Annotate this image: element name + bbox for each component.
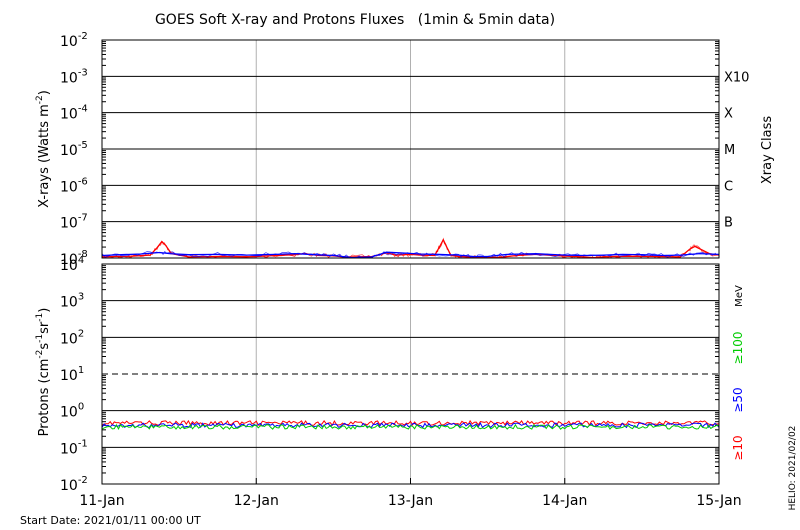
xray-grid: [102, 40, 719, 258]
xray-y-tick-label: 10-3: [60, 67, 88, 86]
proton-ylabel-part: Protons (cm: [37, 359, 52, 437]
xray-y-tick-label: 10-2: [60, 31, 88, 50]
proton-y-tick-label: 103: [60, 292, 84, 311]
xray-y-tick-label: 10-5: [60, 140, 88, 159]
proton-ylabel-part: s: [37, 343, 52, 350]
xray-y-tick-labels: 10-2 10-3 10-4 10-5 10-6 10-7 10-8: [60, 31, 88, 268]
proton-legend-50: ≥50: [731, 387, 745, 412]
xray-y-tick-label: 10-8: [60, 249, 88, 268]
start-date-label: Start Date: 2021/01/11 00:00 UT: [20, 514, 201, 527]
proton-y-tick-labels: 104 103 102 101 100 10-1 10-2: [60, 255, 88, 494]
proton-grid: [102, 264, 719, 484]
xray-y-tick-label: 10-7: [60, 213, 88, 232]
xray-y-axis-label: X-rays (Watts m-2): [35, 90, 52, 208]
xray-series-noise: [101, 250, 716, 259]
proton-y-tick-label: 101: [60, 365, 84, 384]
xray-class-axis-title: Xray Class: [760, 116, 775, 184]
xray-class-label: X: [724, 107, 733, 122]
xray-ylabel-close: ): [37, 90, 52, 95]
xray-y-tick-label: 10-6: [60, 176, 88, 195]
xray-class-label: X10: [724, 70, 749, 85]
proton-series-line: [101, 419, 720, 427]
proton-ylabel-part: sr: [37, 321, 52, 334]
proton-y-tick-label: 102: [60, 328, 84, 347]
proton-y-tick-label: 10-2: [60, 475, 88, 494]
credit-label: HELIO: 2021/02/02: [788, 426, 798, 511]
xray-ylabel-exponent: -2: [35, 95, 45, 104]
proton-y-tick-label: 10-1: [60, 438, 88, 457]
x-tick-label: 11-Jan: [79, 493, 124, 509]
x-tick-label: 14-Jan: [542, 493, 587, 509]
x-tick-label: 12-Jan: [234, 493, 279, 509]
proton-y-axis-label: Protons (cm-2s-1sr-1): [35, 308, 52, 437]
x-tick-label: 15-Jan: [696, 493, 741, 509]
xray-ylabel-main: X-rays (Watts m: [37, 104, 52, 208]
x-tick-label: 13-Jan: [388, 493, 433, 509]
proton-series-line: [101, 423, 720, 430]
xray-panel: 10-2 10-3 10-4 10-5 10-6 10-7 10-8 X10 X M C B X-r…: [35, 31, 775, 268]
xray-class-labels: X10 X M C B: [724, 70, 749, 230]
xray-class-label: C: [724, 179, 733, 194]
proton-legend-100: ≥100: [731, 332, 745, 365]
xray-plot-frame: [101, 39, 720, 259]
x-axis-tick-labels: 11-Jan 12-Jan 13-Jan 14-Jan 15-Jan: [79, 478, 742, 509]
xray-class-label: M: [724, 143, 735, 158]
proton-ylabel-exp: -1: [35, 334, 45, 343]
xray-y-tick-label: 10-4: [60, 104, 88, 123]
proton-series: [101, 419, 720, 430]
proton-y-tick-label: 100: [60, 402, 84, 421]
proton-ylabel-exp: -1: [35, 313, 45, 322]
proton-y-tick-label: 104: [60, 255, 84, 274]
proton-ylabel-part: ): [37, 308, 52, 313]
xray-class-label: B: [724, 216, 733, 231]
proton-energy-unit: MeV: [734, 285, 745, 307]
xray-series: [101, 237, 720, 259]
chart-title: GOES Soft X-ray and Protons Fluxes (1min…: [155, 12, 555, 28]
proton-legend-10: ≥10: [731, 435, 745, 460]
proton-ylabel-exp: -2: [35, 350, 45, 359]
